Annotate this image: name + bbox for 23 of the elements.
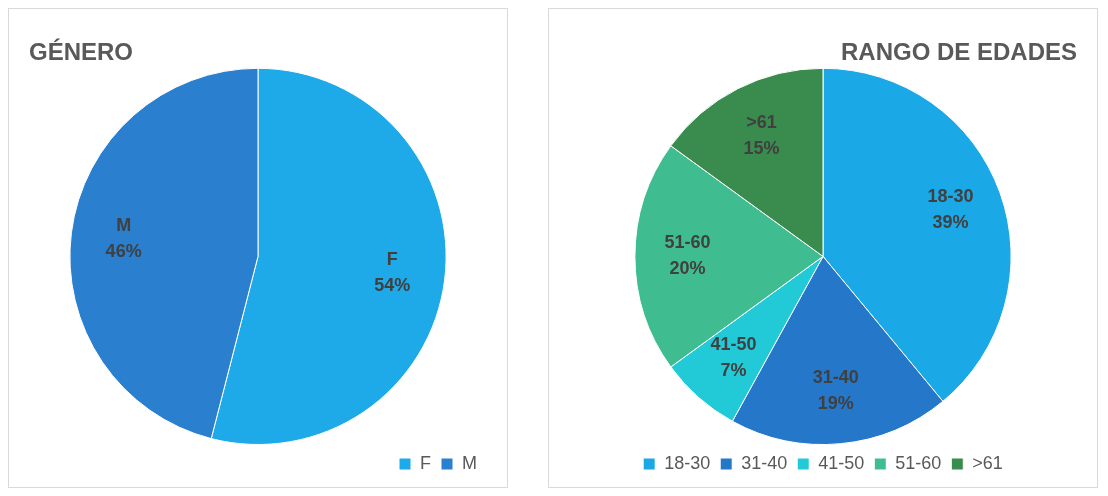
slice-label: 51-60	[664, 232, 711, 253]
slice-label: F	[386, 249, 398, 270]
legend-label: 41-50	[818, 452, 865, 473]
slice-label: >61	[746, 111, 777, 132]
legend-label: >61	[972, 452, 1003, 473]
data-label: 39%	[932, 212, 969, 233]
chart-title: RANGO DE EDADES	[840, 38, 1077, 66]
slice-label: 41-50	[710, 333, 757, 354]
legend-label: 31-40	[741, 452, 788, 473]
legend-label: F	[420, 452, 432, 473]
slice-label: M	[116, 215, 132, 236]
chart-title: GÉNERO	[29, 38, 134, 66]
data-label: 46%	[105, 241, 142, 262]
data-label: 20%	[669, 258, 706, 279]
slice-label: 31-40	[812, 367, 859, 388]
data-label: 19%	[817, 393, 854, 414]
data-label: 15%	[743, 137, 780, 158]
legend-label: 51-60	[895, 452, 942, 473]
data-label: 7%	[720, 359, 747, 380]
legend-label: 18-30	[664, 452, 711, 473]
data-label: 54%	[374, 275, 411, 296]
slice-label: 18-30	[927, 186, 974, 207]
legend-label: M	[462, 452, 478, 473]
